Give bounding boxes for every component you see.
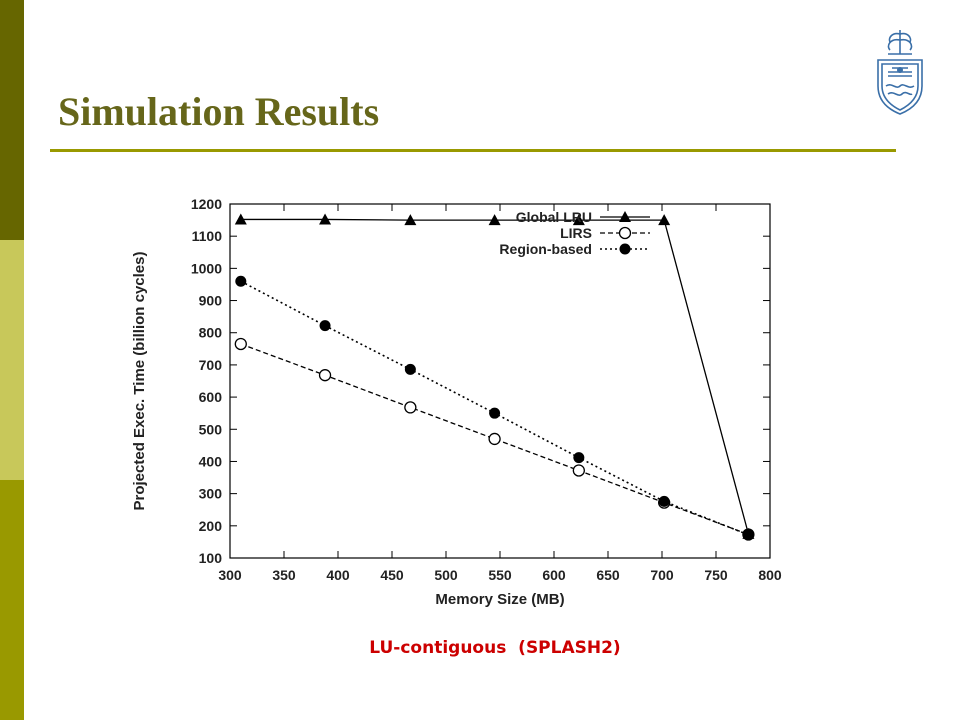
data-point (573, 452, 585, 464)
x-tick-label: 350 (272, 567, 296, 583)
x-tick-label: 600 (542, 567, 566, 583)
y-tick-label: 900 (199, 293, 223, 309)
legend-label: Global LRU (516, 209, 592, 225)
y-tick-label: 300 (199, 486, 223, 502)
y-tick-label: 1100 (192, 228, 223, 244)
data-point (572, 464, 585, 477)
series-lirs: LIRS (234, 225, 755, 541)
y-tick-label: 500 (199, 421, 223, 437)
university-crest-icon (877, 30, 923, 115)
x-tick-label: 500 (434, 567, 458, 583)
chart-caption: LU-contiguous (SPLASH2) (369, 638, 621, 658)
x-tick-label: 750 (704, 567, 728, 583)
line-chart: 100 200 300 400 500 600 700 800 900 1000 1100 1200 3… (131, 196, 782, 608)
y-tick-label: 1200 (191, 196, 222, 212)
data-point (235, 275, 247, 287)
legend-marker (619, 243, 631, 255)
y-tick-label: 100 (199, 550, 223, 566)
legend-label: Region-based (499, 241, 592, 257)
series-region-based: Region-based (235, 241, 754, 541)
y-tick-label: 700 (199, 357, 223, 373)
side-bar-dark (0, 0, 24, 240)
data-point (488, 214, 501, 226)
y-axis-label: Projected Exec. Time (billion cycles) (131, 252, 148, 511)
x-tick-label: 700 (650, 567, 674, 583)
x-tick-label: 800 (758, 567, 782, 583)
series-line (240, 218, 750, 535)
y-tick-label: 1000 (191, 260, 222, 276)
legend-marker (618, 226, 632, 240)
data-point (319, 213, 332, 225)
x-tick-label: 650 (596, 567, 620, 583)
y-tick-label: 600 (199, 389, 223, 405)
data-point (658, 214, 671, 226)
y-tick-label: 200 (199, 518, 223, 534)
series-global-lru: Global LRU (234, 209, 755, 539)
x-axis-label: Memory Size (MB) (435, 591, 564, 608)
slide-title: Simulation Results (58, 89, 380, 134)
x-tick-label: 400 (326, 567, 350, 583)
y-tick-label: 400 (199, 453, 223, 469)
side-bar-light (0, 240, 24, 480)
data-point (404, 363, 416, 375)
data-point (234, 213, 247, 225)
data-point (658, 495, 670, 507)
data-point (318, 369, 332, 382)
data-point (404, 401, 417, 414)
side-bar-olive (0, 480, 24, 720)
data-point (572, 214, 585, 226)
x-tick-label: 450 (380, 567, 404, 583)
data-point (319, 320, 331, 332)
plot-frame (229, 203, 771, 559)
title-divider (50, 149, 896, 152)
data-point (489, 407, 501, 419)
data-point (404, 214, 417, 226)
data-point (488, 432, 501, 446)
x-tick-label: 300 (218, 567, 242, 583)
legend-label: LIRS (560, 225, 592, 241)
legend-marker (619, 211, 631, 222)
x-tick-label: 550 (488, 567, 512, 583)
data-point (234, 337, 247, 351)
y-tick-label: 800 (199, 325, 223, 341)
data-point (742, 529, 754, 541)
